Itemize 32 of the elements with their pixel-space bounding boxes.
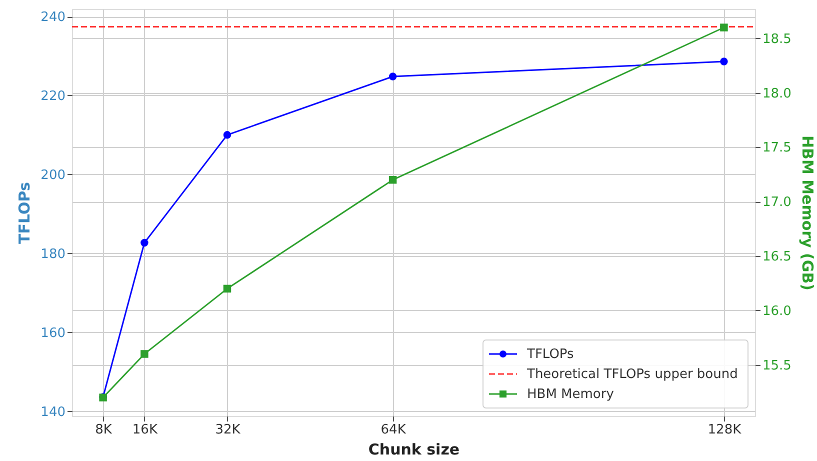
point: [720, 24, 728, 32]
point: [388, 72, 397, 80]
y2-tick-label: 15.5: [762, 358, 792, 374]
y-tick-label: 180: [40, 246, 66, 262]
legend-label: HBM Memory: [527, 387, 614, 402]
y2-tick-label: 17.0: [762, 195, 792, 210]
point: [223, 131, 232, 139]
x-tick-label: 8K: [95, 422, 112, 438]
y2-tick-label: 17.5: [762, 140, 792, 156]
y2-tick-label: 16.5: [762, 250, 792, 265]
x-tick-label: 16K: [132, 422, 158, 438]
point: [223, 284, 232, 293]
x-axis-title: Chunk size: [368, 440, 460, 458]
y2-tick-label: 18.5: [762, 32, 792, 47]
x-tick-label: 64K: [380, 422, 406, 438]
y-tick-label: 220: [40, 88, 66, 104]
x-tick-label: 128K: [708, 422, 742, 438]
point: [140, 238, 148, 247]
y2-tick-label: 18.0: [762, 86, 792, 102]
x-tick-label: 32K: [215, 422, 241, 438]
y-tick-label: 200: [40, 168, 66, 183]
point: [388, 176, 397, 184]
y-axis-title: TFLOPs: [16, 182, 34, 244]
y2-tick-label: 16.0: [762, 304, 792, 319]
y-tick-label: 160: [40, 326, 66, 341]
y-tick-label: 240: [40, 10, 66, 25]
y-tick-label: 140: [40, 404, 66, 420]
legend-label: Theoretical TFLOPs upper bound: [526, 367, 738, 382]
y2-axis-title: HBM Memory (GB): [798, 135, 816, 291]
point: [720, 58, 728, 66]
point: [140, 350, 148, 358]
legend-label: TFLOPs: [526, 347, 574, 362]
